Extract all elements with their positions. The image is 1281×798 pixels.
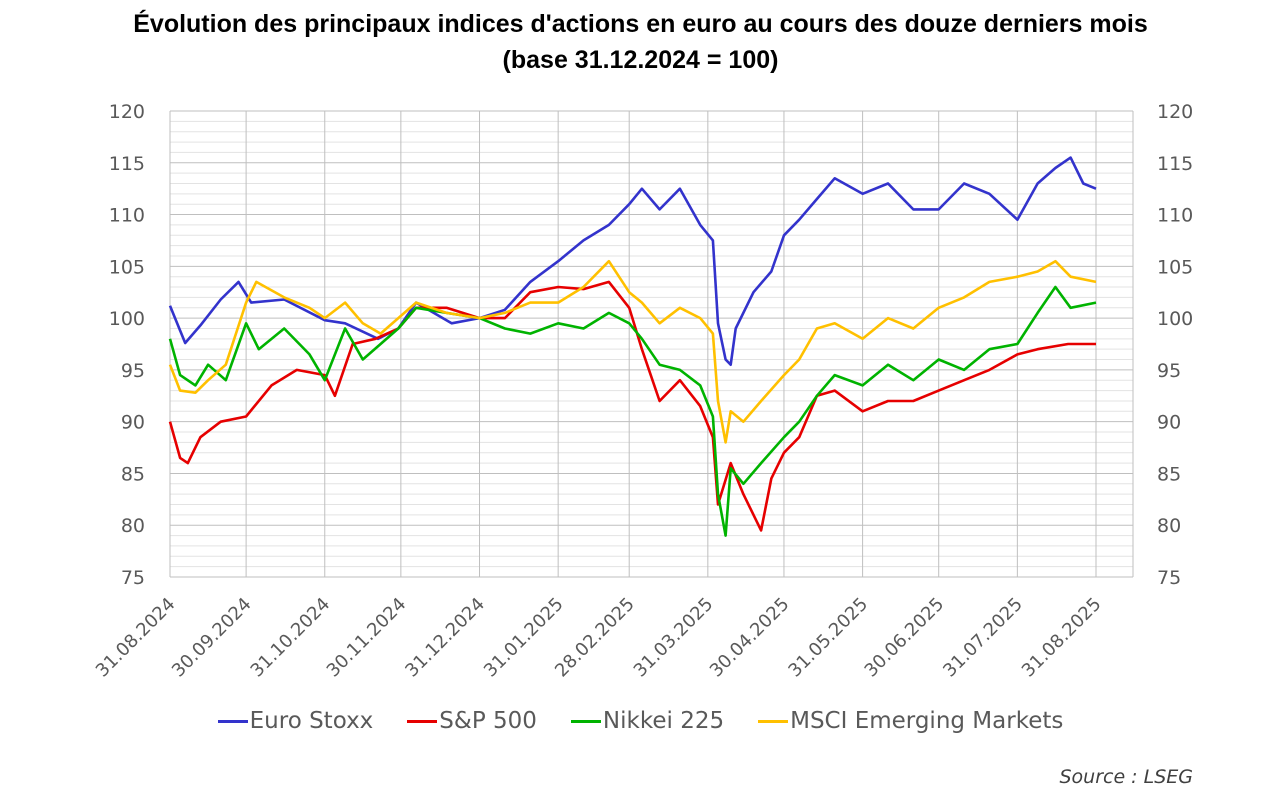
x-tick-label: 30.09.2024 xyxy=(168,594,256,682)
y-tick-label-left: 115 xyxy=(109,153,145,175)
y-tick-label-left: 80 xyxy=(121,515,145,537)
x-tick-label: 30.11.2024 xyxy=(323,594,411,682)
chart-title-line1: Évolution des principaux indices d'actio… xyxy=(133,10,1148,38)
chart-title-line2: (base 31.12.2024 = 100) xyxy=(502,46,779,74)
y-tick-label-right: 80 xyxy=(1157,515,1181,537)
y-tick-label-right: 100 xyxy=(1157,308,1193,330)
y-axis-right: 75 80 85 90 95 100 105 110 115 120 xyxy=(1157,101,1193,589)
legend-item-msci-emerging-markets: MSCI Emerging Markets xyxy=(758,708,1063,734)
y-tick-label-right: 85 xyxy=(1157,463,1181,485)
x-tick-label: 30.06.2025 xyxy=(861,594,949,682)
y-tick-label-left: 110 xyxy=(109,205,145,227)
x-tick-label: 31.07.2025 xyxy=(939,594,1027,682)
y-tick-label-left: 90 xyxy=(121,412,145,434)
y-tick-label-right: 110 xyxy=(1157,205,1193,227)
source-note: Source : LSEG xyxy=(1059,766,1193,788)
series-lines xyxy=(168,156,1097,537)
y-tick-label-right: 115 xyxy=(1157,153,1193,175)
legend-swatch xyxy=(758,719,789,723)
chart-legend: Euro Stoxx S&P 500 Nikkei 225 MSCI Emerging… xyxy=(0,708,1281,734)
x-tick-label: 30.04.2025 xyxy=(706,594,794,682)
legend-item-euro-stoxx: Euro Stoxx xyxy=(217,708,374,734)
y-tick-label-left: 105 xyxy=(109,256,145,278)
x-axis: 31.08.202430.09.202431.10.202430.11.2024… xyxy=(92,594,1106,682)
x-tick-label: 31.12.2024 xyxy=(401,594,489,682)
series-line-s-p-500 xyxy=(168,280,1096,532)
y-tick-label-left: 85 xyxy=(121,463,145,485)
legend-swatch xyxy=(217,719,248,723)
legend-item-nikkei-225: Nikkei 225 xyxy=(570,708,725,734)
x-tick-label: 31.08.2025 xyxy=(1018,594,1106,682)
legend-label: Nikkei 225 xyxy=(602,708,725,734)
legend-swatch xyxy=(407,719,438,723)
x-tick-label: 31.08.2024 xyxy=(92,594,180,682)
y-tick-label-right: 75 xyxy=(1157,567,1181,589)
y-axis-left: 75 80 85 90 95 100 105 110 115 120 xyxy=(109,101,145,589)
y-tick-label-right: 120 xyxy=(1157,101,1193,123)
legend-item-s-p-500: S&P 500 xyxy=(407,708,537,734)
series-line-msci-emerging-markets xyxy=(168,259,1097,444)
y-tick-label-right: 95 xyxy=(1157,360,1181,382)
chart-gridlines xyxy=(169,110,1134,578)
y-tick-label-left: 95 xyxy=(121,360,145,382)
line-chart: 75 80 85 90 95 100 105 110 115 120 75 80 85 90 95 100 1… xyxy=(92,101,1193,682)
y-tick-label-left: 75 xyxy=(121,567,145,589)
series-line-euro-stoxx xyxy=(168,156,1097,367)
y-tick-label-left: 120 xyxy=(109,101,145,123)
x-tick-label: 31.05.2025 xyxy=(784,594,872,682)
legend-swatch xyxy=(570,719,601,723)
y-tick-label-left: 100 xyxy=(109,308,145,330)
series-line-nikkei-225 xyxy=(168,285,1097,537)
legend-label: Euro Stoxx xyxy=(249,708,374,734)
chart-title: Évolution des principaux indices d'actio… xyxy=(0,6,1281,78)
y-tick-label-right: 105 xyxy=(1157,256,1193,278)
y-tick-label-right: 90 xyxy=(1157,412,1181,434)
x-tick-label: 31.03.2025 xyxy=(630,594,718,682)
x-tick-label: 31.10.2024 xyxy=(247,594,335,682)
legend-label: MSCI Emerging Markets xyxy=(790,708,1064,734)
legend-label: S&P 500 xyxy=(439,708,537,734)
